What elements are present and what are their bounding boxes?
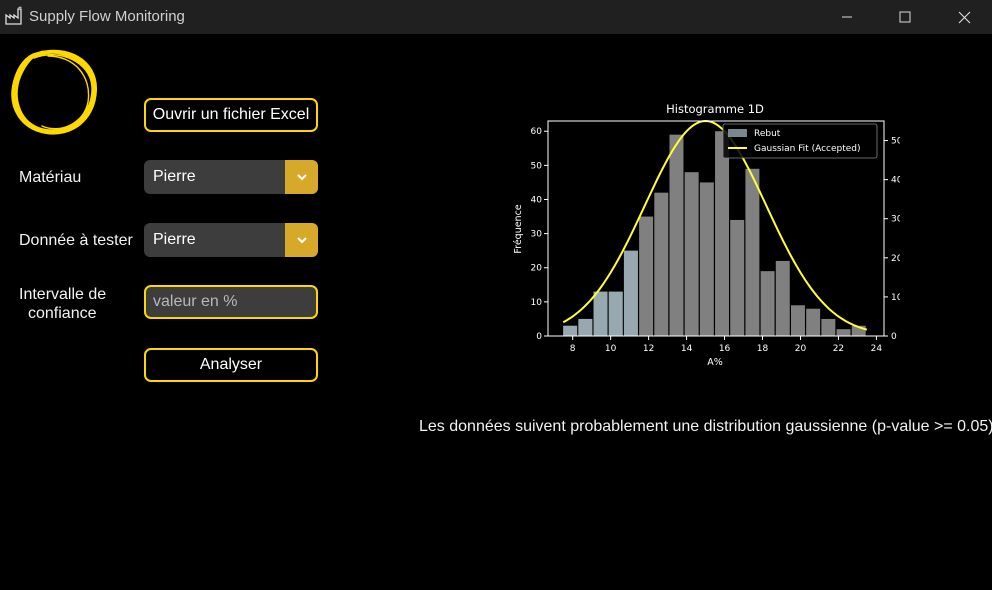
y-axis-label: Fréquence (513, 204, 524, 253)
x-tick-label: 24 (871, 344, 883, 354)
y2-tick-label: 50 (891, 137, 900, 147)
rebut-bar (563, 325, 578, 336)
confidence-interval-label-line1: Intervalle de (19, 286, 107, 303)
y-tick-label: 50 (531, 161, 543, 171)
title-bar: Supply Flow Monitoring (0, 0, 992, 34)
histogram-bar (684, 172, 699, 336)
histogram-chart: Histogramme 1D 8 10 12 14 16 18 20 22 24 0 10 20 30… (513, 102, 900, 368)
y2-tick-label: 10 (891, 293, 900, 303)
histogram-bar (745, 168, 760, 336)
histogram-bar (715, 131, 730, 336)
legend-rebut-swatch (728, 129, 747, 137)
y-tick-label: 0 (536, 332, 542, 342)
close-button[interactable] (936, 0, 992, 34)
rebut-bar (578, 318, 593, 336)
rebut-bar (593, 291, 608, 336)
legend-rebut-label: Rebut (754, 129, 781, 139)
y-tick-label: 30 (531, 230, 543, 240)
data-to-test-value: Pierre (153, 231, 196, 248)
y2-tick-label: 30 (891, 215, 900, 225)
y2-tick-label: 20 (891, 254, 900, 264)
histogram-bar (669, 134, 684, 336)
y-tick-label: 60 (531, 127, 543, 137)
x-axis-label: A% (707, 357, 723, 368)
analyze-button[interactable]: Analyser (144, 348, 318, 382)
histogram-bar (821, 318, 836, 336)
minimize-button[interactable] (819, 0, 875, 34)
chevron-down-icon[interactable] (285, 160, 318, 194)
histogram-bar (775, 260, 790, 336)
histogram-bar (639, 216, 654, 336)
y-tick-label: 40 (531, 195, 543, 205)
rebut-bar (608, 291, 623, 336)
gaussian-fit-line (562, 119, 868, 331)
y2-tick-label: 40 (891, 176, 900, 186)
histogram-bar (730, 219, 745, 336)
histogram-bar (851, 325, 866, 336)
x-tick-label: 14 (681, 344, 693, 354)
plot-frame (547, 120, 885, 337)
y-tick-label: 10 (531, 298, 543, 308)
y-tick-label: 20 (531, 264, 543, 274)
minimize-icon (842, 16, 852, 18)
legend-fit-label: Gaussian Fit (Accepted) (754, 144, 861, 154)
close-icon (958, 11, 970, 23)
x-tick-label: 18 (757, 344, 769, 354)
histogram-bar (699, 182, 714, 336)
maximize-button[interactable] (877, 0, 933, 34)
data-to-test-label: Donnée à tester (19, 232, 133, 249)
analysis-result-text: Les données suivent probablement une dis… (419, 418, 992, 435)
x-tick-label: 12 (643, 344, 654, 354)
histogram-bar (806, 308, 821, 336)
material-label: Matériau (19, 169, 82, 186)
histogram-bar (790, 305, 805, 336)
factory-icon (4, 6, 24, 26)
confidence-interval-input[interactable] (144, 285, 318, 319)
x-tick-label: 10 (605, 344, 617, 354)
rebut-bar (623, 250, 638, 336)
chevron-down-icon[interactable] (285, 223, 318, 257)
data-to-test-select[interactable]: Pierre (144, 223, 318, 257)
material-select[interactable]: Pierre (144, 160, 318, 194)
chart-title: Histogramme 1D (666, 102, 764, 116)
maximize-icon (899, 11, 911, 23)
histogram-bar (836, 329, 851, 336)
histogram-bar (654, 192, 669, 336)
material-value: Pierre (153, 168, 196, 185)
legend: Rebut Gaussian Fit (Accepted) (722, 123, 878, 159)
x-tick-label: 16 (719, 344, 731, 354)
x-tick-label: 22 (833, 344, 844, 354)
histogram-bar (760, 271, 775, 336)
open-excel-button[interactable]: Ouvrir un fichier Excel (144, 98, 318, 132)
x-tick-label: 8 (570, 344, 576, 354)
y2-tick-label: 0 (891, 332, 897, 342)
confidence-interval-label-line2: confiance (28, 305, 97, 322)
window-title: Supply Flow Monitoring (29, 8, 185, 25)
x-tick-label: 20 (795, 344, 807, 354)
logo (8, 46, 102, 138)
